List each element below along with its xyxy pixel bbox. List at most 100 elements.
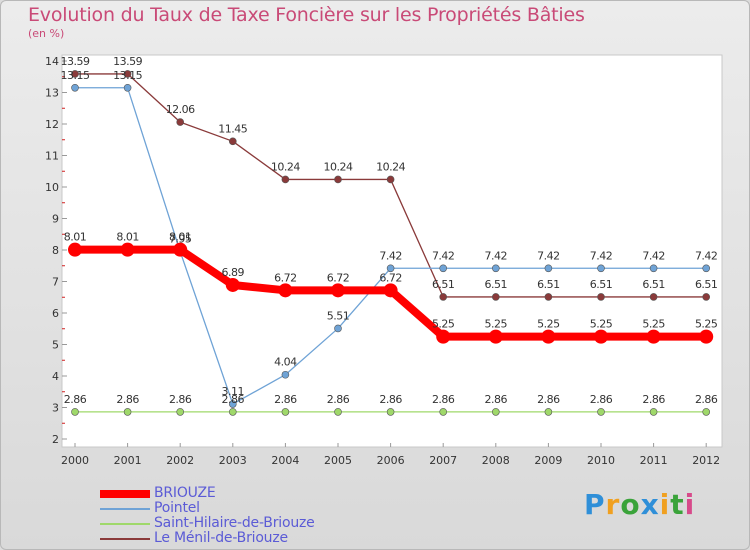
x-tick-label: 2000 xyxy=(61,454,89,467)
data-label: 11.45 xyxy=(218,122,247,135)
data-point xyxy=(123,70,132,78)
legend-label-briouze: BRIOUZE xyxy=(154,485,216,501)
logo-letter: i xyxy=(684,488,696,521)
data-point xyxy=(488,329,503,344)
proxiti-logo: Proxiti xyxy=(584,488,695,521)
legend-swatch-briouze xyxy=(100,490,150,498)
y-tick-label: 11 xyxy=(45,150,59,163)
data-label: 5.25 xyxy=(642,318,665,331)
data-label: 2.86 xyxy=(169,393,192,406)
plot-area xyxy=(61,54,723,448)
data-label: 5.51 xyxy=(327,309,350,322)
data-label: 8.01 xyxy=(64,231,87,244)
data-label: 7.42 xyxy=(537,249,560,262)
data-label: 2.86 xyxy=(695,393,718,406)
legend-label-saint-hilaire: Saint-Hilaire-de-Briouze xyxy=(154,515,315,531)
data-point xyxy=(386,408,395,416)
data-point xyxy=(439,408,448,416)
logo-letter: P xyxy=(584,488,606,521)
data-label: 6.72 xyxy=(379,271,402,284)
data-label: 2.86 xyxy=(222,393,245,406)
data-point xyxy=(491,293,500,301)
data-point xyxy=(386,175,395,184)
data-label: 10.24 xyxy=(324,160,353,173)
data-label: 2.86 xyxy=(379,393,402,406)
data-label: 5.25 xyxy=(537,318,560,331)
data-label: 6.51 xyxy=(432,278,455,291)
data-label: 5.25 xyxy=(695,318,718,331)
logo-letter: x xyxy=(640,488,660,521)
y-tick-label: 9 xyxy=(52,213,59,226)
data-point xyxy=(281,370,290,379)
data-point xyxy=(71,83,79,92)
x-tick-label: 2002 xyxy=(166,454,194,467)
data-point xyxy=(702,293,711,301)
data-point xyxy=(649,408,658,416)
logo-letter: t xyxy=(670,488,685,521)
data-label: 13.59 xyxy=(113,55,142,68)
data-point xyxy=(68,242,82,257)
data-point xyxy=(123,83,132,92)
data-point xyxy=(225,277,240,292)
data-label: 2.86 xyxy=(590,393,613,406)
x-tick-label: 2001 xyxy=(114,454,142,467)
data-point xyxy=(386,264,395,273)
data-label: 2.86 xyxy=(485,393,508,406)
y-tick-label: 4 xyxy=(52,370,59,383)
data-label: 6.89 xyxy=(222,266,245,279)
data-label: 3.11 xyxy=(222,385,245,398)
data-point xyxy=(541,329,556,344)
data-point xyxy=(176,408,184,416)
y-tick-label: 5 xyxy=(52,339,59,352)
data-label: 6.51 xyxy=(537,278,560,291)
data-point xyxy=(597,408,605,416)
data-point xyxy=(173,242,188,257)
data-point xyxy=(120,242,135,257)
data-point xyxy=(702,264,711,273)
data-label: 2.86 xyxy=(116,393,139,406)
data-point xyxy=(594,329,608,344)
y-tick-label: 12 xyxy=(45,118,59,131)
data-point xyxy=(123,408,132,416)
x-tick-label: 2010 xyxy=(587,454,615,467)
legend-label-le-menil: Le Ménil-de-Briouze xyxy=(154,530,288,546)
data-label: 13.15 xyxy=(61,69,90,82)
data-label: 13.15 xyxy=(113,69,142,82)
logo-letter: r xyxy=(605,488,621,521)
x-tick-label: 2008 xyxy=(482,454,510,467)
legend-swatch-pointel xyxy=(100,508,150,510)
data-label: 10.24 xyxy=(271,160,300,173)
y-tick-label: 14 xyxy=(45,55,59,68)
y-tick-label: 6 xyxy=(52,307,59,320)
data-label: 6.72 xyxy=(274,271,297,284)
data-point xyxy=(649,264,658,273)
data-label: 8.01 xyxy=(169,231,192,244)
data-point xyxy=(544,408,553,416)
data-label: 5.25 xyxy=(432,318,455,331)
data-label: 7.42 xyxy=(590,249,613,262)
data-point xyxy=(176,118,184,126)
logo-letter: o xyxy=(620,488,641,521)
data-label: 12.06 xyxy=(166,103,195,116)
x-tick-label: 2005 xyxy=(324,454,352,467)
data-label: 7.42 xyxy=(432,249,455,262)
data-label: 6.51 xyxy=(485,278,508,291)
data-label: 7.42 xyxy=(485,249,508,262)
data-label: 7.95 xyxy=(169,233,192,246)
x-tick-label: 2003 xyxy=(219,454,247,467)
data-point xyxy=(331,283,345,298)
x-tick-label: 2007 xyxy=(429,454,457,467)
y-tick-label: 2 xyxy=(52,433,59,446)
data-point xyxy=(544,264,553,273)
data-label: 2.86 xyxy=(537,393,560,406)
data-point xyxy=(71,408,79,416)
data-point xyxy=(436,329,451,344)
data-label: 2.86 xyxy=(274,393,297,406)
data-point xyxy=(491,408,500,416)
data-point xyxy=(491,264,500,273)
x-tick-label: 2004 xyxy=(271,454,299,467)
x-tick-label: 2011 xyxy=(640,454,668,467)
legend-swatch-saint-hilaire xyxy=(100,523,150,525)
data-label: 8.01 xyxy=(116,231,139,244)
data-label: 13.59 xyxy=(61,55,90,68)
